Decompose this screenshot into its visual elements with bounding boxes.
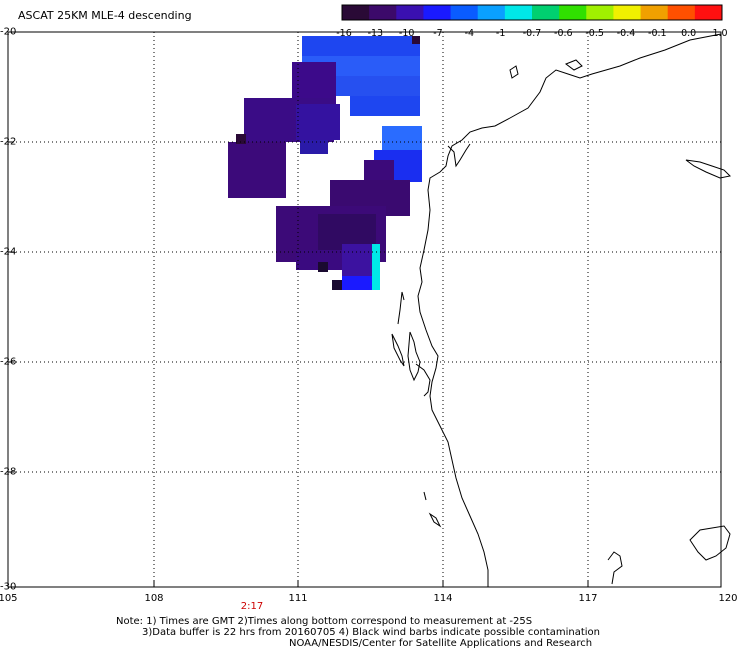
- colorbar-swatch: [423, 5, 452, 20]
- swath-cell: [236, 134, 246, 144]
- colorbar-label: -4: [464, 28, 475, 39]
- coastline-islet: [607, 551, 623, 585]
- colorbar-swatch: [369, 5, 397, 20]
- colorbar-label: -16: [336, 28, 352, 39]
- swath-cell: [342, 276, 374, 290]
- colorbar-label: -0.6: [554, 28, 573, 39]
- time-label: 2:17: [240, 601, 264, 612]
- swath-cell: [302, 36, 420, 56]
- colorbar-label: -0.4: [616, 28, 636, 39]
- colorbar: [341, 4, 723, 21]
- note-line-3: NOAA/NESDIS/Center for Satellite Applica…: [289, 638, 593, 649]
- tick-marks: [8, 141, 589, 587]
- colorbar-swatch: [613, 5, 642, 20]
- colorbar-label: 1.0: [712, 28, 728, 39]
- coastline-bay: [407, 331, 421, 382]
- map-title: ASCAT 25KM MLE-4 descending: [18, 9, 192, 22]
- ascat-swath: [228, 36, 422, 290]
- coastline-islet: [509, 65, 519, 79]
- colorbar-swatch: [342, 5, 370, 20]
- y-tick-label: -28: [0, 466, 17, 478]
- colorbar-label: -13: [367, 28, 384, 39]
- colorbar-swatch: [396, 5, 424, 20]
- coastline-main: [417, 33, 722, 587]
- note-line-2: 3)Data buffer is 22 hrs from 20160705 4)…: [142, 627, 600, 638]
- coastline-islet: [564, 59, 583, 71]
- coastline-islet: [428, 512, 442, 528]
- x-tick-label: 108: [144, 593, 164, 604]
- coastline: [391, 33, 732, 587]
- coastline-island: [397, 291, 405, 325]
- swath-cell: [318, 262, 328, 272]
- colorbar-swatch: [559, 5, 587, 20]
- coastline-islet: [689, 525, 731, 561]
- colorbar-swatch: [694, 5, 723, 20]
- colorbar-label: 0.0: [681, 28, 697, 39]
- colorbar-label: -7: [433, 28, 443, 39]
- colorbar-label: -0.7: [522, 28, 542, 39]
- colorbar-swatch: [586, 5, 614, 20]
- coastline-islet: [685, 159, 732, 179]
- colorbar-label: -0.5: [585, 28, 604, 39]
- y-tick-label: -20: [0, 26, 17, 38]
- swath-cell: [300, 140, 328, 154]
- colorbar-border: [341, 4, 723, 21]
- coastline-inlet: [415, 363, 431, 397]
- coastline-cape: [447, 143, 471, 168]
- y-tick-label: -26: [0, 356, 17, 368]
- x-tick-label: 120: [718, 593, 738, 604]
- swath-cell: [342, 244, 374, 280]
- y-tick-label: -30: [0, 581, 17, 593]
- colorbar-swatch: [640, 5, 669, 20]
- colorbar-label: -10: [398, 28, 415, 39]
- colorbar-swatch: [450, 5, 479, 20]
- colorbar-swatch: [477, 5, 506, 20]
- y-tick-label: -22: [0, 136, 17, 148]
- colorbar-swatch: [504, 5, 533, 20]
- swath-cell: [372, 244, 380, 290]
- colorbar-label: -1: [495, 28, 506, 39]
- swath-cell: [332, 280, 342, 290]
- swath-cell: [382, 126, 422, 152]
- coastline-islet: [423, 491, 427, 501]
- swath-cell: [296, 104, 340, 140]
- map-frame: [7, 31, 722, 588]
- x-tick-label: 117: [578, 593, 598, 604]
- colorbar-swatch: [667, 5, 696, 20]
- swath-cell: [228, 142, 286, 198]
- coastline-peninsula: [391, 333, 405, 367]
- x-tick-label: 105: [0, 593, 18, 604]
- y-tick-label: -24: [0, 246, 17, 258]
- colorbar-swatch: [532, 5, 560, 20]
- grid-lines: [8, 32, 721, 587]
- x-tick-label: 111: [288, 593, 308, 604]
- note-line-1: Note: 1) Times are GMT 2)Times along bot…: [116, 616, 533, 627]
- x-tick-label: 114: [433, 593, 453, 604]
- swath-cell: [350, 96, 420, 116]
- colorbar-label: -0.1: [648, 28, 667, 39]
- swath-cell: [412, 36, 420, 44]
